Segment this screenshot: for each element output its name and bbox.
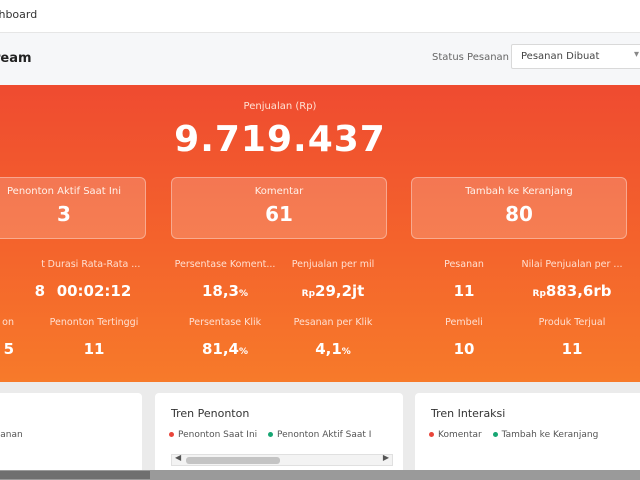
legend-dot-red xyxy=(429,431,434,437)
metric-value: 8 xyxy=(34,282,45,300)
metric-item: Produk Terjual 11 xyxy=(517,317,627,358)
metric-item: Pembeli 10 xyxy=(409,317,519,358)
metric-value: 11 xyxy=(83,340,105,358)
metric-label: on xyxy=(2,317,14,328)
metric-label: Persentase Koment... xyxy=(174,259,276,270)
panel-title: Tren Interaksi xyxy=(431,407,506,420)
metric-label: Pesanan per Klik xyxy=(293,317,373,328)
metric-unit: % xyxy=(238,289,249,299)
card-comments: Komentar 61 xyxy=(171,177,387,239)
metric-value: 883,6rb xyxy=(545,282,612,300)
metric-label: t xyxy=(41,259,45,270)
metric-label: Pembeli xyxy=(445,317,483,328)
sales-label: Penjualan (Rp) xyxy=(243,101,317,112)
metric-item: on 5 xyxy=(0,317,14,358)
metric-prefix: Rp xyxy=(301,289,316,299)
metric-value-group: Rp883,6rb xyxy=(517,282,627,300)
status-filter-label: Status Pesanan xyxy=(432,52,510,63)
metric-item: Nilai Penjualan per ... Rp883,6rb xyxy=(517,259,627,300)
legend-item[interactable]: Penonton Saat Ini xyxy=(169,430,257,440)
legend-label: Penonton Aktif Saat I xyxy=(277,430,372,440)
legend-label: Komentar xyxy=(438,430,482,440)
metric-item: Durasi Rata-Rata ... 00:02:12 xyxy=(39,259,149,300)
metric-label: Penjualan per mil xyxy=(291,259,375,270)
page-title: ream xyxy=(0,51,32,66)
metric-item: Penjualan per mil Rp29,2jt xyxy=(278,259,388,300)
legend-dot-green xyxy=(268,431,274,437)
metric-value-group: 18,3% xyxy=(170,282,280,300)
metric-value-group: Rp29,2jt xyxy=(278,282,388,300)
metric-value: 5 xyxy=(3,340,14,358)
metric-label: Produk Terjual xyxy=(538,317,606,328)
metric-item: Persentase Koment... 18,3% xyxy=(170,259,280,300)
legend-item[interactable]: Tambah ke Keranjang xyxy=(492,430,599,440)
metric-value-group: 81,4% xyxy=(170,340,280,358)
order-trend-panel: esanan xyxy=(0,393,142,480)
interaction-trend-panel: Tren Interaksi Komentar Tambah ke Keranj… xyxy=(415,393,640,480)
chart-legend: Komentar Tambah ke Keranjang xyxy=(429,430,606,440)
metric-label: Persentase Klik xyxy=(188,317,262,328)
scrollbar-thumb[interactable] xyxy=(0,471,150,479)
dashboard-breadcrumb[interactable]: ashboard xyxy=(0,8,38,21)
card-value: 3 xyxy=(57,202,71,226)
scrollbar-thumb[interactable] xyxy=(186,457,280,464)
metric-label: Nilai Penjualan per ... xyxy=(521,259,623,270)
metric-value: 29,2jt xyxy=(315,282,365,300)
page-header: ream Status Pesanan Pesanan Dibuat ▾ xyxy=(0,33,640,85)
arrow-left-icon[interactable]: ◀ xyxy=(175,453,182,462)
card-active-viewers: Penonton Aktif Saat Ini 3 xyxy=(0,177,146,239)
legend-dot-red xyxy=(169,431,174,437)
panel-title: Tren Penonton xyxy=(171,407,250,420)
card-label: Komentar xyxy=(254,186,304,197)
card-label: Penonton Aktif Saat Ini xyxy=(7,186,121,197)
legend-dot-green xyxy=(492,431,498,437)
metric-value: 11 xyxy=(453,282,475,300)
metric-label: Durasi Rata-Rata ... xyxy=(47,259,141,270)
metric-prefix: Rp xyxy=(532,289,546,299)
horizontal-scrollbar[interactable]: ◀ ▶ xyxy=(171,453,393,466)
metric-item: Pesanan per Klik 4,1% xyxy=(278,317,388,358)
status-filter-select[interactable]: Pesanan Dibuat ▾ xyxy=(511,44,640,69)
legend-label: Penonton Saat Ini xyxy=(178,430,258,440)
card-value: 61 xyxy=(265,202,293,226)
chart-legend: Penonton Saat Ini Penonton Aktif Saat I xyxy=(169,430,379,440)
legend-label: Tambah ke Keranjang xyxy=(501,430,599,440)
top-bar: ashboard xyxy=(0,0,640,33)
metric-item: Pesanan 11 xyxy=(409,259,519,300)
metric-item: t 8 xyxy=(0,259,45,300)
chevron-down-icon: ▾ xyxy=(634,49,640,60)
chart-legend: esanan xyxy=(0,430,31,440)
metric-value: 00:02:12 xyxy=(56,282,132,300)
stats-hero: Penjualan (Rp) 9.719.437 Penonton Aktif … xyxy=(0,85,640,382)
window-scrollbar[interactable] xyxy=(0,470,640,480)
metric-value: 18,3 xyxy=(201,282,239,300)
arrow-right-icon[interactable]: ▶ xyxy=(382,453,389,462)
status-filter-value: Pesanan Dibuat xyxy=(521,51,600,62)
metric-value: 11 xyxy=(561,340,583,358)
metric-value-group: 4,1% xyxy=(278,340,388,358)
metric-item: Penonton Tertinggi 11 xyxy=(39,317,149,358)
metric-unit: % xyxy=(238,347,249,357)
metric-value: 81,4 xyxy=(201,340,239,358)
metric-value: 10 xyxy=(453,340,475,358)
legend-item[interactable]: Komentar xyxy=(429,430,482,440)
metric-unit: % xyxy=(341,347,351,357)
metric-label: Penonton Tertinggi xyxy=(49,317,139,328)
metric-value: 4,1 xyxy=(315,340,342,358)
card-add-to-cart: Tambah ke Keranjang 80 xyxy=(411,177,627,239)
sales-value: 9.719.437 xyxy=(174,119,386,160)
card-value: 80 xyxy=(505,202,533,226)
card-label: Tambah ke Keranjang xyxy=(465,186,573,197)
legend-item: esanan xyxy=(0,430,23,440)
viewer-trend-panel: Tren Penonton Penonton Saat Ini Penonton… xyxy=(155,393,403,480)
legend-item[interactable]: Penonton Aktif Saat I xyxy=(268,430,371,440)
metric-label: Pesanan xyxy=(444,259,484,270)
metric-item: Persentase Klik 81,4% xyxy=(170,317,280,358)
